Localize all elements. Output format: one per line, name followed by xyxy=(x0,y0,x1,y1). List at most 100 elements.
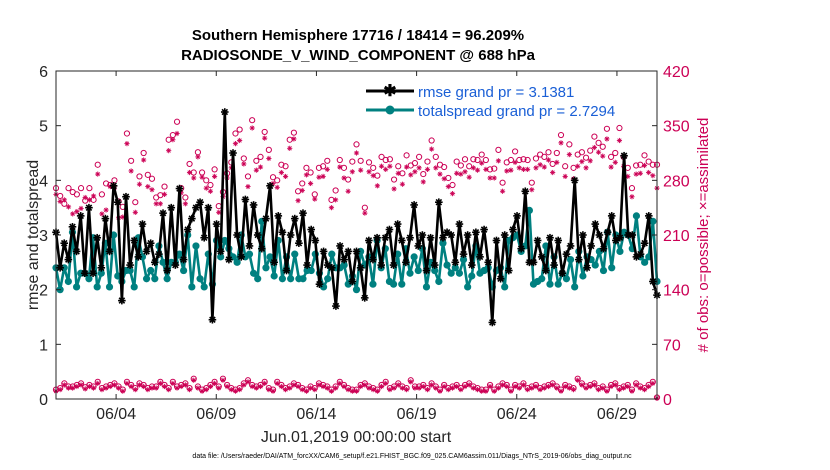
obs-assimilated-point xyxy=(499,382,506,388)
spread-point xyxy=(414,266,422,275)
obs-assimilated-point xyxy=(149,187,155,193)
obs-assimilated-point xyxy=(216,385,222,391)
obs-assimilated-point xyxy=(512,159,518,165)
rmse-point xyxy=(196,198,204,206)
obs-assimilated-point xyxy=(508,167,514,173)
obs-assimilated-point xyxy=(249,125,255,131)
obs-assimilated-point xyxy=(345,387,351,393)
obs-assimilated-point xyxy=(479,388,485,394)
spread-point xyxy=(554,280,562,288)
obs-assimilated-point xyxy=(216,209,222,215)
obs-possible-point xyxy=(511,148,519,155)
spread-point xyxy=(85,275,93,283)
rmse-point xyxy=(566,242,575,250)
spread-point xyxy=(97,269,105,277)
obs-assimilated-point xyxy=(78,205,84,212)
obs-assimilated-point xyxy=(161,383,168,390)
rmse-point xyxy=(126,261,134,269)
obs-possible-point xyxy=(403,152,410,159)
rmse-point xyxy=(299,209,307,217)
x-tick-label: 06/29 xyxy=(597,406,637,423)
obs-assimilated-point xyxy=(253,167,259,173)
obs-assimilated-point xyxy=(333,385,339,391)
obs-assimilated-point xyxy=(566,385,572,391)
obs-possible-point xyxy=(77,185,85,192)
spread-point xyxy=(64,277,72,286)
obs-assimilated-point xyxy=(78,382,84,388)
obs-assimilated-point xyxy=(362,210,368,216)
obs-assimilated-point xyxy=(504,168,510,174)
obs-assimilated-point xyxy=(383,380,389,386)
rmse-point xyxy=(484,258,493,267)
obs-assimilated-point xyxy=(641,162,648,169)
chart-title-line2: RADIOSONDE_V_WIND_COMPONENT @ 688 hPa xyxy=(181,47,536,64)
obs-possible-point xyxy=(541,153,548,161)
obs-possible-point xyxy=(73,191,80,198)
obs-assimilated-point xyxy=(429,146,435,152)
rmse-point xyxy=(274,212,283,220)
spread-point xyxy=(175,250,184,258)
spread-point xyxy=(599,266,608,275)
obs-assimilated-point xyxy=(337,380,343,386)
obs-assimilated-point xyxy=(591,144,597,151)
obs-assimilated-point xyxy=(595,149,602,155)
rmse-point xyxy=(303,261,311,269)
obs-assimilated-point xyxy=(257,164,264,170)
obs-assimilated-point xyxy=(516,165,522,171)
rmse-point xyxy=(599,244,608,253)
spread-point xyxy=(632,212,641,220)
obs-possible-point xyxy=(132,199,139,206)
spread-point xyxy=(562,275,571,283)
obs-possible-point xyxy=(607,153,615,161)
spread-point xyxy=(192,242,200,250)
rmse-point xyxy=(455,220,464,228)
obs-assimilated-point xyxy=(479,160,485,166)
rmse-point xyxy=(356,264,365,272)
obs-assimilated-point xyxy=(124,380,130,386)
obs-assimilated-point xyxy=(449,191,456,197)
obs-assimilated-point xyxy=(454,170,460,176)
rmse-point xyxy=(155,250,163,258)
legend-spread-label: totalspread grand pr = 2.7294 xyxy=(418,103,615,120)
obs-assimilated-point xyxy=(228,387,234,393)
obs-assimilated-point xyxy=(74,208,80,215)
rmse-point xyxy=(101,214,110,223)
obs-assimilated-point xyxy=(149,385,155,391)
rmse-point xyxy=(290,214,299,223)
rmse-point xyxy=(360,294,369,302)
obs-assimilated-point xyxy=(420,383,426,390)
rmse-point xyxy=(430,261,439,269)
rmse-point xyxy=(385,225,394,234)
obs-assimilated-point xyxy=(429,382,435,388)
obs-possible-point xyxy=(416,153,423,161)
obs-assimilated-point xyxy=(211,173,218,180)
obs-possible-point xyxy=(482,156,489,164)
obs-assimilated-point xyxy=(157,380,163,386)
spread-point xyxy=(217,253,225,261)
obs-assimilated-point xyxy=(199,388,205,394)
rmse-point xyxy=(208,315,217,324)
rmse-point xyxy=(500,231,509,239)
obs-assimilated-point xyxy=(558,388,564,394)
rmse-point xyxy=(554,236,563,245)
rmse-point xyxy=(64,255,73,264)
spread-point xyxy=(459,256,468,264)
rmse-point xyxy=(163,266,171,275)
obs-possible-point xyxy=(641,152,648,159)
y-axis-label: rmse and totalspread xyxy=(25,160,42,310)
spread-point xyxy=(147,266,155,275)
obs-possible-point xyxy=(244,173,252,180)
obs-assimilated-point xyxy=(579,158,585,165)
rmse-point xyxy=(439,233,447,242)
obs-assimilated-point xyxy=(650,173,656,179)
spread-point xyxy=(641,258,649,266)
obs-assimilated-point xyxy=(245,379,251,385)
spread-point xyxy=(130,283,138,291)
obs-assimilated-point xyxy=(316,174,322,180)
obs-possible-point xyxy=(587,147,594,154)
obs-assimilated-point xyxy=(458,387,464,393)
obs-possible-point xyxy=(249,117,256,124)
obs-assimilated-point xyxy=(383,166,389,172)
spread-point xyxy=(307,266,315,275)
rmse-point xyxy=(517,244,525,253)
